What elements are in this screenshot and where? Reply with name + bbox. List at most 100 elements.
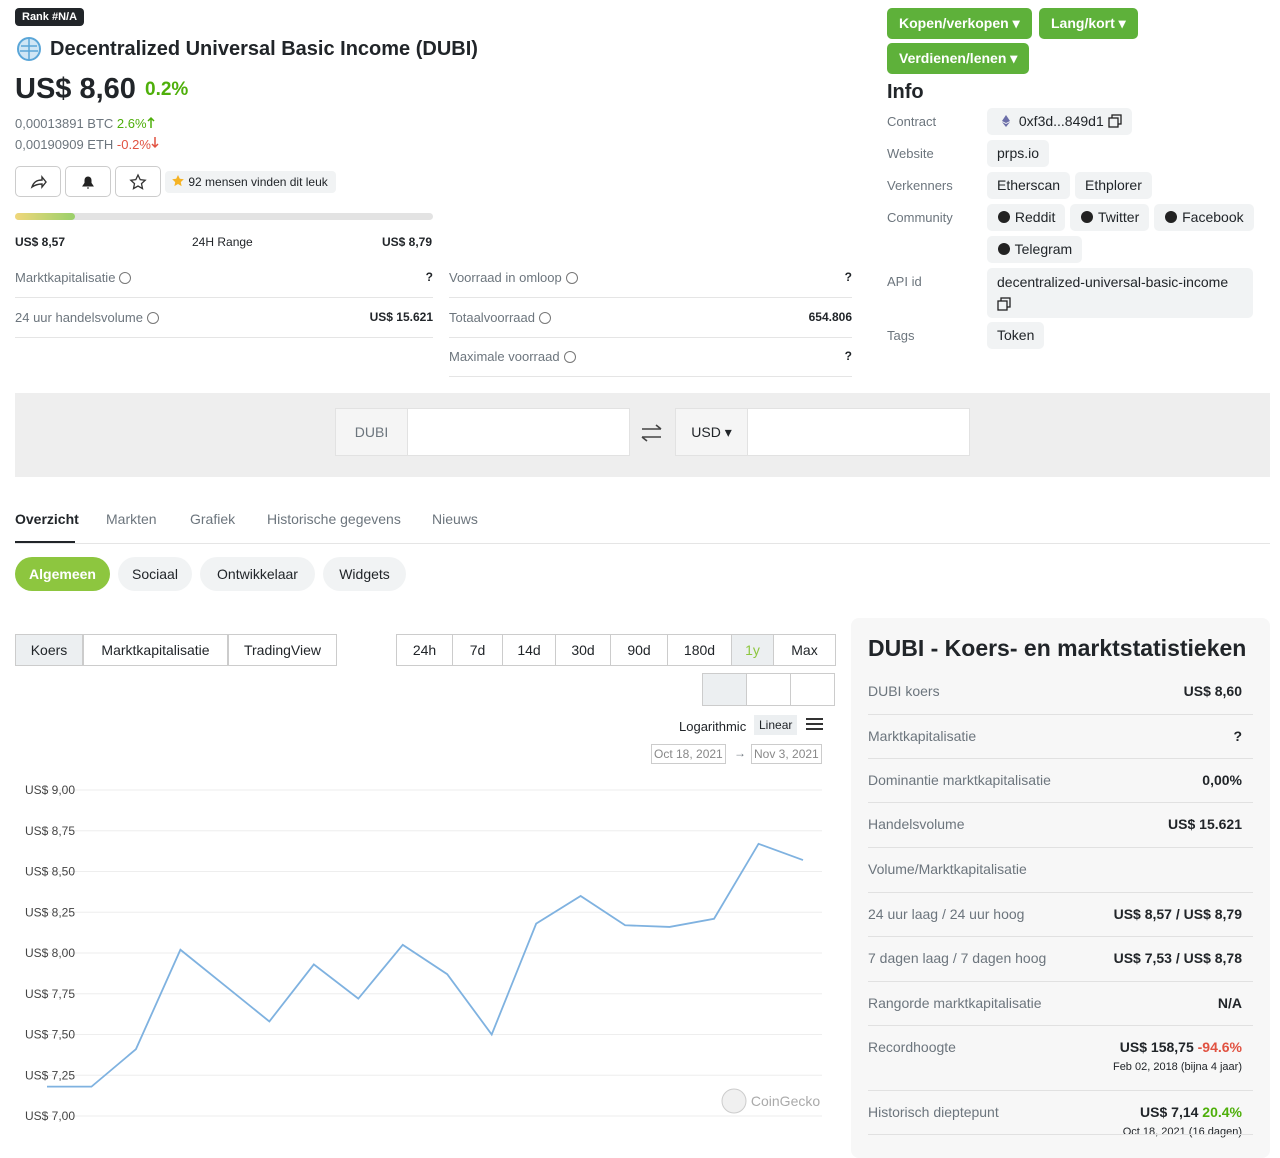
- divider: [868, 1025, 1253, 1026]
- info-items: Reddit Twitter Facebook Telegram: [987, 204, 1257, 263]
- date-input[interactable]: Oct 18, 2021: [651, 744, 726, 764]
- info-chip[interactable]: prps.io: [987, 140, 1050, 167]
- chart-tab[interactable]: TradingView: [228, 634, 337, 666]
- range-button[interactable]: 14d: [502, 634, 556, 666]
- range-button[interactable]: Max: [773, 634, 836, 666]
- tab[interactable]: Overzicht: [15, 511, 79, 527]
- panel-value: US$ 8,60: [1184, 683, 1242, 699]
- info-chip-text: Telegram: [1014, 241, 1073, 257]
- to-currency-text: USD: [691, 424, 721, 440]
- panel-label: Dominantie marktkapitalisatie: [868, 772, 1051, 788]
- info-chip[interactable]: Token: [987, 322, 1045, 349]
- price: US$ 8,60: [15, 73, 136, 105]
- range-button[interactable]: 1y: [731, 634, 774, 666]
- stat-value: US$ 15.621: [369, 309, 433, 324]
- info-chip-text: prps.io: [997, 145, 1040, 161]
- y-tick-label: US$ 8,25: [25, 905, 75, 919]
- panel-value-text: US$ 8,57 / US$ 8,79: [1113, 906, 1242, 922]
- divider: [868, 1134, 1253, 1135]
- coin-name: Decentralized Universal Basic Income (DU…: [50, 38, 478, 60]
- info-items: prps.io: [987, 140, 1257, 167]
- divider: [868, 714, 1253, 715]
- action-button[interactable]: Lang/kort ▾: [1039, 8, 1138, 39]
- to-currency[interactable]: USD ▾: [676, 409, 748, 455]
- panel-label: Handelsvolume: [868, 816, 965, 832]
- subtab[interactable]: Algemeen: [15, 557, 110, 591]
- range-button[interactable]: 24h: [396, 634, 453, 666]
- range-button[interactable]: 30d: [555, 634, 611, 666]
- action-button[interactable]: Verdienen/lenen ▾: [887, 43, 1030, 74]
- tab[interactable]: Grafiek: [190, 511, 236, 527]
- panel-value-text: US$ 15.621: [1168, 816, 1242, 832]
- panel-value: US$ 158,75 -94.6%: [1120, 1039, 1242, 1055]
- info-chip-text: Token: [997, 327, 1035, 343]
- info-chip[interactable]: decentralized-universal-basic-income: [987, 268, 1253, 318]
- stats-panel: DUBI - Koers- en marktstatistieken DUBI …: [851, 618, 1270, 1158]
- subtab[interactable]: Ontwikkelaar: [200, 557, 315, 591]
- info-chip[interactable]: Ethplorer: [1075, 172, 1152, 199]
- stat-label: Voorraad in omloop: [449, 270, 578, 285]
- chart-mode-button[interactable]: [790, 673, 835, 706]
- btc-price: 0,00013891 BTC 2.6%: [15, 116, 155, 131]
- tab[interactable]: Historische gegevens: [267, 511, 401, 527]
- y-tick-label: US$ 8,50: [25, 865, 75, 879]
- range-button[interactable]: 180d: [667, 634, 732, 666]
- alert-button[interactable]: [65, 166, 111, 197]
- subtab[interactable]: Sociaal: [118, 557, 192, 591]
- chart-tab[interactable]: Koers: [15, 634, 83, 666]
- divider: [449, 376, 852, 377]
- info-chip[interactable]: Telegram: [987, 236, 1083, 263]
- to-input[interactable]: USD ▾: [675, 408, 970, 456]
- scale-option[interactable]: Linear: [754, 715, 798, 735]
- info-chip-text: 0xf3d...849d1: [1018, 113, 1104, 129]
- info-chip-text: Facebook: [1182, 209, 1244, 225]
- date-input[interactable]: Nov 3, 2021: [751, 744, 822, 764]
- info-label: Verkenners: [887, 178, 953, 193]
- swap-icon[interactable]: [641, 424, 663, 442]
- info-chip[interactable]: Etherscan: [987, 172, 1071, 199]
- y-tick-label: US$ 7,50: [25, 1028, 75, 1042]
- info-chip[interactable]: Facebook: [1154, 204, 1254, 231]
- info-chip[interactable]: Twitter: [1070, 204, 1150, 231]
- range-button[interactable]: 90d: [610, 634, 668, 666]
- favorite-button[interactable]: [115, 166, 161, 197]
- stat-label: 24 uur handelsvolume: [15, 310, 159, 325]
- menu-icon[interactable]: [806, 718, 823, 730]
- help-icon: [119, 272, 132, 284]
- scale-option[interactable]: Logarithmic: [679, 719, 747, 734]
- coin-logo: [17, 37, 41, 61]
- from-input[interactable]: DUBI: [335, 408, 630, 456]
- help-icon: [539, 311, 551, 324]
- panel-label: 24 uur laag / 24 uur hoog: [868, 906, 1025, 922]
- y-tick-label: US$ 7,75: [25, 987, 75, 1001]
- divider: [15, 336, 433, 338]
- tab[interactable]: Markten: [106, 511, 157, 527]
- tab[interactable]: Nieuws: [432, 511, 478, 527]
- panel-value-text: US$ 7,53 / US$ 8,78: [1113, 950, 1242, 966]
- panel-label: Recordhoogte: [868, 1039, 956, 1055]
- info-title: Info: [887, 81, 924, 103]
- panel-change: 20.4%: [1202, 1104, 1242, 1120]
- range-fill: [15, 213, 75, 220]
- action-button-text: Kopen/verkopen: [899, 15, 1009, 31]
- price-chart: US$ 7,00 US$ 7,25 US$ 7,50 US$ 7,75 US$ 8,00…: [25, 783, 822, 1123]
- chart-mode-button[interactable]: [702, 673, 747, 706]
- y-tick-label: US$ 7,25: [25, 1068, 75, 1082]
- eth-value: 0,00190909 ETH: [15, 137, 114, 152]
- subtab[interactable]: Widgets: [323, 557, 406, 591]
- stat-label: Maximale voorraad: [449, 349, 576, 364]
- info-chip[interactable]: 0xf3d...849d1: [987, 108, 1132, 135]
- action-button[interactable]: Kopen/verkopen ▾: [887, 8, 1032, 39]
- panel-value-text: ?: [1233, 728, 1242, 744]
- info-items: Etherscan Ethplorer: [987, 172, 1257, 199]
- share-button[interactable]: [15, 166, 61, 197]
- action-button-text: Verdienen/lenen: [899, 50, 1007, 66]
- divider: [449, 297, 852, 298]
- range-button[interactable]: 7d: [452, 634, 503, 666]
- eth-price: 0,00190909 ETH -0.2%: [15, 137, 159, 152]
- divider: [868, 892, 1253, 893]
- stat-label-text: 24 uur handelsvolume: [15, 309, 143, 325]
- info-chip[interactable]: Reddit: [987, 204, 1066, 231]
- chart-tab[interactable]: Marktkapitalisatie: [83, 634, 228, 666]
- chart-mode-button[interactable]: [746, 673, 791, 706]
